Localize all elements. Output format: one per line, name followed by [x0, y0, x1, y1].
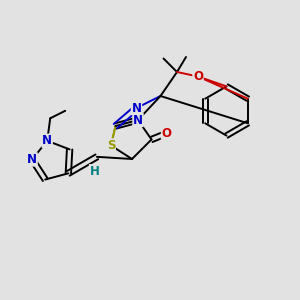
Text: N: N — [131, 101, 142, 115]
Text: O: O — [193, 70, 203, 83]
Text: S: S — [107, 139, 115, 152]
Text: H: H — [89, 165, 99, 178]
Text: N: N — [133, 113, 143, 127]
Text: O: O — [161, 127, 172, 140]
Text: N: N — [27, 153, 37, 166]
Text: N: N — [42, 134, 52, 147]
